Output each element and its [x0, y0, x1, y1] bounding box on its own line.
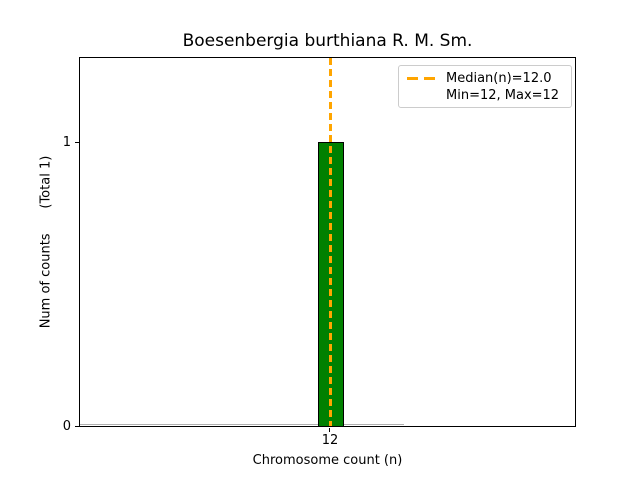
x-tick-label-12: 12	[321, 433, 339, 448]
legend-entry-minmax: Min=12, Max=12	[446, 88, 560, 103]
legend-entry-median: Median(n)=12.0	[446, 71, 552, 86]
y-tick-mark-0	[75, 426, 79, 427]
y-tick-label-0: 0	[62, 419, 71, 434]
y-tick-mark-1	[75, 142, 79, 143]
median-vline	[329, 58, 332, 426]
y-tick-label-1: 1	[62, 135, 71, 150]
y-axis-label: Num of counts (Total 1)	[38, 155, 54, 329]
legend: Median(n)=12.0 Min=12, Max=12	[398, 65, 572, 108]
x-tick-mark-12	[329, 428, 330, 432]
chart-title: Boesenbergia burthiana R. M. Sm.	[182, 31, 473, 51]
x-axis-label: Chromosome count (n)	[252, 453, 403, 468]
plot-area: Median(n)=12.0 Min=12, Max=12	[79, 57, 576, 427]
dashed-line-icon	[407, 77, 435, 80]
zero-count-bins-baseline	[80, 424, 404, 425]
